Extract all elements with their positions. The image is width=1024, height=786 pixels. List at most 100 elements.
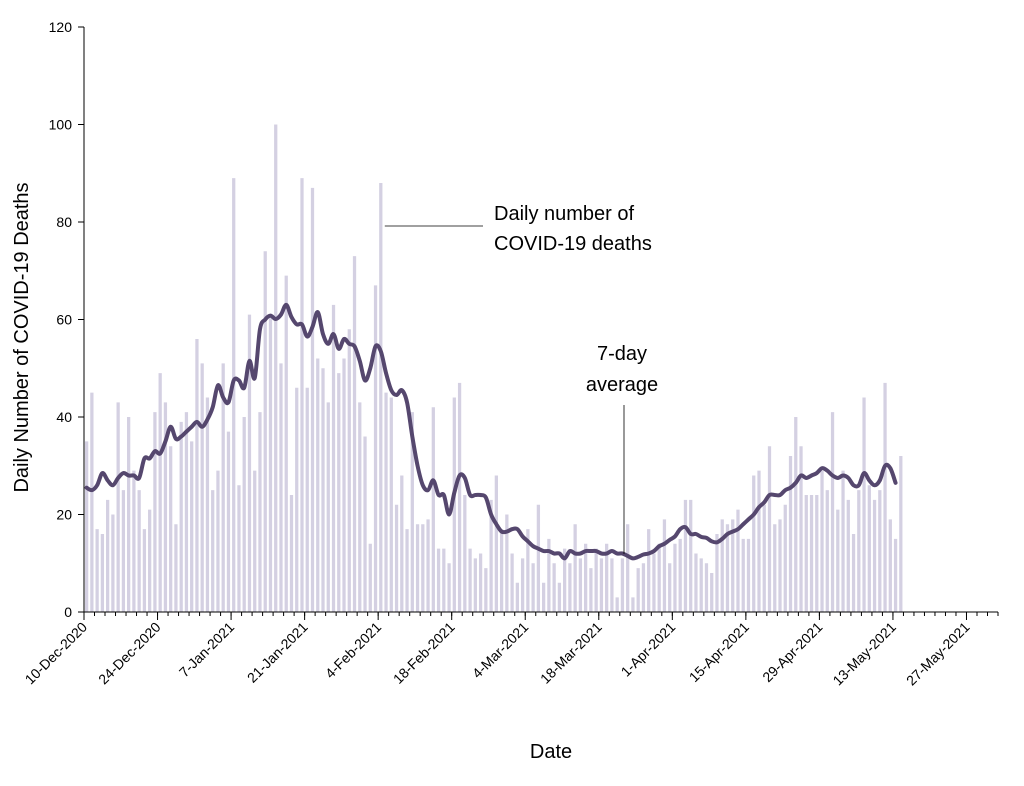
bar	[820, 470, 824, 613]
bar	[878, 490, 882, 613]
bar-series	[85, 124, 903, 613]
bar	[636, 568, 640, 613]
x-axis-title: Date	[530, 741, 572, 763]
bar	[799, 446, 803, 612]
bar	[647, 529, 651, 613]
bar	[321, 368, 325, 612]
bar	[127, 417, 131, 612]
x-tick-label: 18-Feb-2021	[390, 619, 458, 687]
bar	[641, 563, 646, 612]
bar	[305, 387, 309, 612]
bar	[584, 543, 588, 612]
bar	[358, 402, 362, 613]
bar	[289, 495, 294, 612]
bar	[137, 490, 141, 613]
bar	[552, 563, 556, 612]
bar	[169, 446, 173, 612]
bar	[284, 275, 288, 613]
bar	[542, 582, 546, 612]
bar	[599, 558, 604, 613]
bar	[468, 548, 472, 613]
bar	[783, 504, 787, 612]
y-tick-label: 20	[56, 507, 72, 523]
bar	[421, 524, 425, 612]
bar	[274, 124, 278, 612]
bar	[615, 597, 619, 613]
bar	[415, 524, 420, 612]
bar	[247, 314, 252, 613]
annotation-line-line1: 7-day	[597, 343, 647, 365]
bar	[85, 441, 89, 613]
annotation-line-line2: average	[586, 374, 658, 396]
bar	[883, 382, 887, 613]
y-tick-label: 40	[56, 409, 72, 425]
bar	[788, 456, 793, 612]
x-tick-label: 29-Apr-2021	[759, 619, 825, 685]
bar	[205, 397, 210, 612]
bar	[200, 363, 204, 613]
bar	[872, 499, 877, 613]
bar	[731, 519, 735, 613]
bar	[405, 529, 409, 613]
bar	[736, 509, 740, 613]
bar	[379, 183, 383, 612]
bar	[620, 558, 625, 613]
bar	[232, 178, 236, 613]
bar	[463, 495, 467, 612]
bar	[867, 485, 871, 612]
bar	[626, 524, 630, 612]
bar	[594, 548, 598, 613]
bar	[489, 499, 493, 613]
bar	[111, 514, 115, 612]
bar	[394, 504, 399, 612]
bar	[436, 548, 441, 613]
bar	[683, 499, 688, 613]
bar	[368, 543, 372, 612]
bar	[221, 363, 225, 613]
bar	[153, 412, 157, 613]
bar	[268, 314, 273, 613]
bar	[158, 373, 162, 613]
bar	[258, 412, 262, 613]
x-tick-label: 24-Dec-2020	[95, 619, 164, 688]
bar	[95, 529, 99, 613]
bar	[316, 358, 320, 612]
y-tick-label: 120	[49, 19, 73, 35]
bar	[815, 495, 819, 612]
bar	[888, 519, 892, 613]
bar	[631, 597, 635, 613]
bar	[263, 251, 267, 612]
bar	[452, 397, 456, 612]
bar	[746, 538, 751, 613]
bar	[830, 412, 835, 613]
bar	[121, 490, 126, 613]
bar	[605, 543, 609, 612]
x-tick-label: 7-Jan-2021	[176, 619, 238, 681]
bar	[668, 563, 672, 612]
x-tick-label: 4-Feb-2021	[322, 619, 385, 682]
bar	[331, 304, 336, 613]
x-tick-label: 18-Mar-2021	[537, 619, 605, 687]
bar	[547, 538, 551, 613]
bar	[174, 524, 178, 612]
bar	[505, 514, 509, 612]
bar	[148, 509, 152, 613]
bar	[773, 524, 777, 612]
bar	[720, 519, 724, 613]
bar	[809, 495, 814, 612]
bar	[536, 504, 541, 612]
bar	[347, 329, 351, 612]
bar	[578, 558, 583, 613]
bar	[841, 470, 845, 613]
bar	[400, 475, 404, 612]
bar	[741, 538, 745, 613]
bar	[710, 573, 714, 612]
bar	[515, 582, 519, 612]
bar	[132, 470, 136, 613]
bar	[689, 499, 693, 613]
bar	[184, 412, 189, 613]
bar	[342, 358, 346, 612]
bar	[431, 407, 435, 612]
x-tick-label: 13-May-2021	[829, 619, 899, 689]
